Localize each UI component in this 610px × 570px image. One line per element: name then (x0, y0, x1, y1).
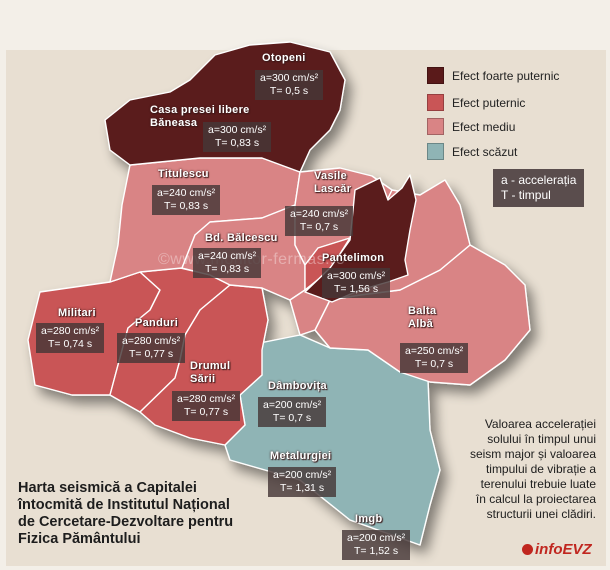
infoevz-logo: infoEVZ (522, 541, 592, 558)
acceleration-value: a=280 cm/s² (122, 335, 181, 347)
legend-swatch (427, 94, 444, 111)
zone-values-panduri: a=280 cm/s² T= 0,77 s (117, 333, 186, 363)
period-value: T= 0,74 s (48, 338, 93, 350)
zone-label-imgb: Imgb (355, 513, 383, 525)
explanatory-note: Valoarea accelerației solului în timpul … (469, 417, 596, 521)
zone-label-panduri: Panduri (135, 317, 179, 329)
period-value: T= 0,83 s (164, 200, 209, 212)
legend-item-strong: Efect puternic (427, 94, 525, 111)
zone-values-militari: a=280 cm/s² T= 0,74 s (36, 323, 105, 353)
zone-values-pantelimon: a=300 cm/s² T= 1,56 s (322, 268, 391, 298)
acceleration-value: a=300 cm/s² (260, 72, 319, 84)
legend-swatch (427, 118, 444, 135)
zone-label-drumul-sarii: Drumul Sării (190, 360, 231, 385)
acceleration-value: a=200 cm/s² (273, 469, 332, 481)
acceleration-value: a=200 cm/s² (263, 399, 322, 411)
zone-label-otopeni: Otopeni (262, 52, 306, 64)
zone-label-metalurgiei: Metalurgiei (270, 450, 332, 462)
zone-values-casa-presei: a=300 cm/s² T= 0,83 s (203, 122, 272, 152)
period-value: T= 1,52 s (354, 545, 399, 557)
period-value: T= 1,56 s (334, 283, 379, 295)
zone-label-titulescu: Titulescu (158, 168, 209, 180)
period-value: T= 0,5 s (269, 85, 309, 97)
zone-label-bd-balcescu: Bd. Bălcescu (205, 232, 278, 244)
zone-values-balta-alba: a=250 cm/s² T= 0,7 s (400, 343, 469, 373)
zone-label-balta-alba: Balta Albă (408, 305, 437, 330)
legend-swatch (427, 67, 444, 84)
zone-values-bd-balcescu: a=240 cm/s² T= 0,83 s (193, 248, 262, 278)
logo-dot-icon (522, 544, 533, 555)
zone-values-titulescu: a=240 cm/s² T= 0,83 s (152, 185, 221, 215)
period-value: T= 0,7 s (414, 358, 454, 370)
acceleration-value: a=200 cm/s² (347, 532, 406, 544)
period-value: T= 0,7 s (299, 221, 339, 233)
zone-label-casa-presei: Casa presei libere Băneasa (150, 104, 250, 129)
acceleration-value: a=300 cm/s² (208, 124, 267, 136)
zone-values-metalurgiei: a=200 cm/s² T= 1,31 s (268, 467, 337, 497)
zone-label-dambovita: Dâmbovița (268, 380, 327, 392)
acceleration-value: a=240 cm/s² (157, 187, 216, 199)
zone-label-militari: Militari (58, 307, 96, 319)
zone-label-vasile-lascar: Vasile Lascăr (314, 170, 352, 195)
acceleration-value: a=240 cm/s² (290, 208, 349, 220)
zone-values-dambovita: a=200 cm/s² T= 0,7 s (258, 397, 327, 427)
zone-values-vasile-lascar: a=240 cm/s² T= 0,7 s (285, 206, 354, 236)
map-title: Harta seismică a Capitalei întocmită de … (18, 480, 234, 547)
legend-swatch (427, 143, 444, 160)
period-value: T= 0,7 s (272, 412, 312, 424)
acceleration-value: a=250 cm/s² (405, 345, 464, 357)
period-value: T= 1,31 s (280, 482, 325, 494)
zone-values-drumul-sarii: a=280 cm/s² T= 0,77 s (172, 391, 241, 421)
legend-item-medium: Efect mediu (427, 118, 515, 135)
legend-key-box: a - accelerația T - timpul (493, 169, 585, 207)
acceleration-value: a=280 cm/s² (177, 393, 236, 405)
acceleration-value: a=240 cm/s² (198, 250, 257, 262)
legend-item-very-strong: Efect foarte puternic (427, 67, 559, 84)
legend-item-low: Efect scăzut (427, 143, 517, 160)
zone-values-otopeni: a=300 cm/s² T= 0,5 s (255, 70, 324, 100)
acceleration-value: a=280 cm/s² (41, 325, 100, 337)
zone-values-imgb: a=200 cm/s² T= 1,52 s (342, 530, 411, 560)
zone-label-pantelimon: Pantelimon (322, 252, 385, 264)
period-value: T= 0,77 s (184, 406, 229, 418)
period-value: T= 0,77 s (129, 348, 174, 360)
period-value: T= 0,83 s (205, 263, 250, 275)
period-value: T= 0,83 s (215, 137, 260, 149)
acceleration-value: a=300 cm/s² (327, 270, 386, 282)
